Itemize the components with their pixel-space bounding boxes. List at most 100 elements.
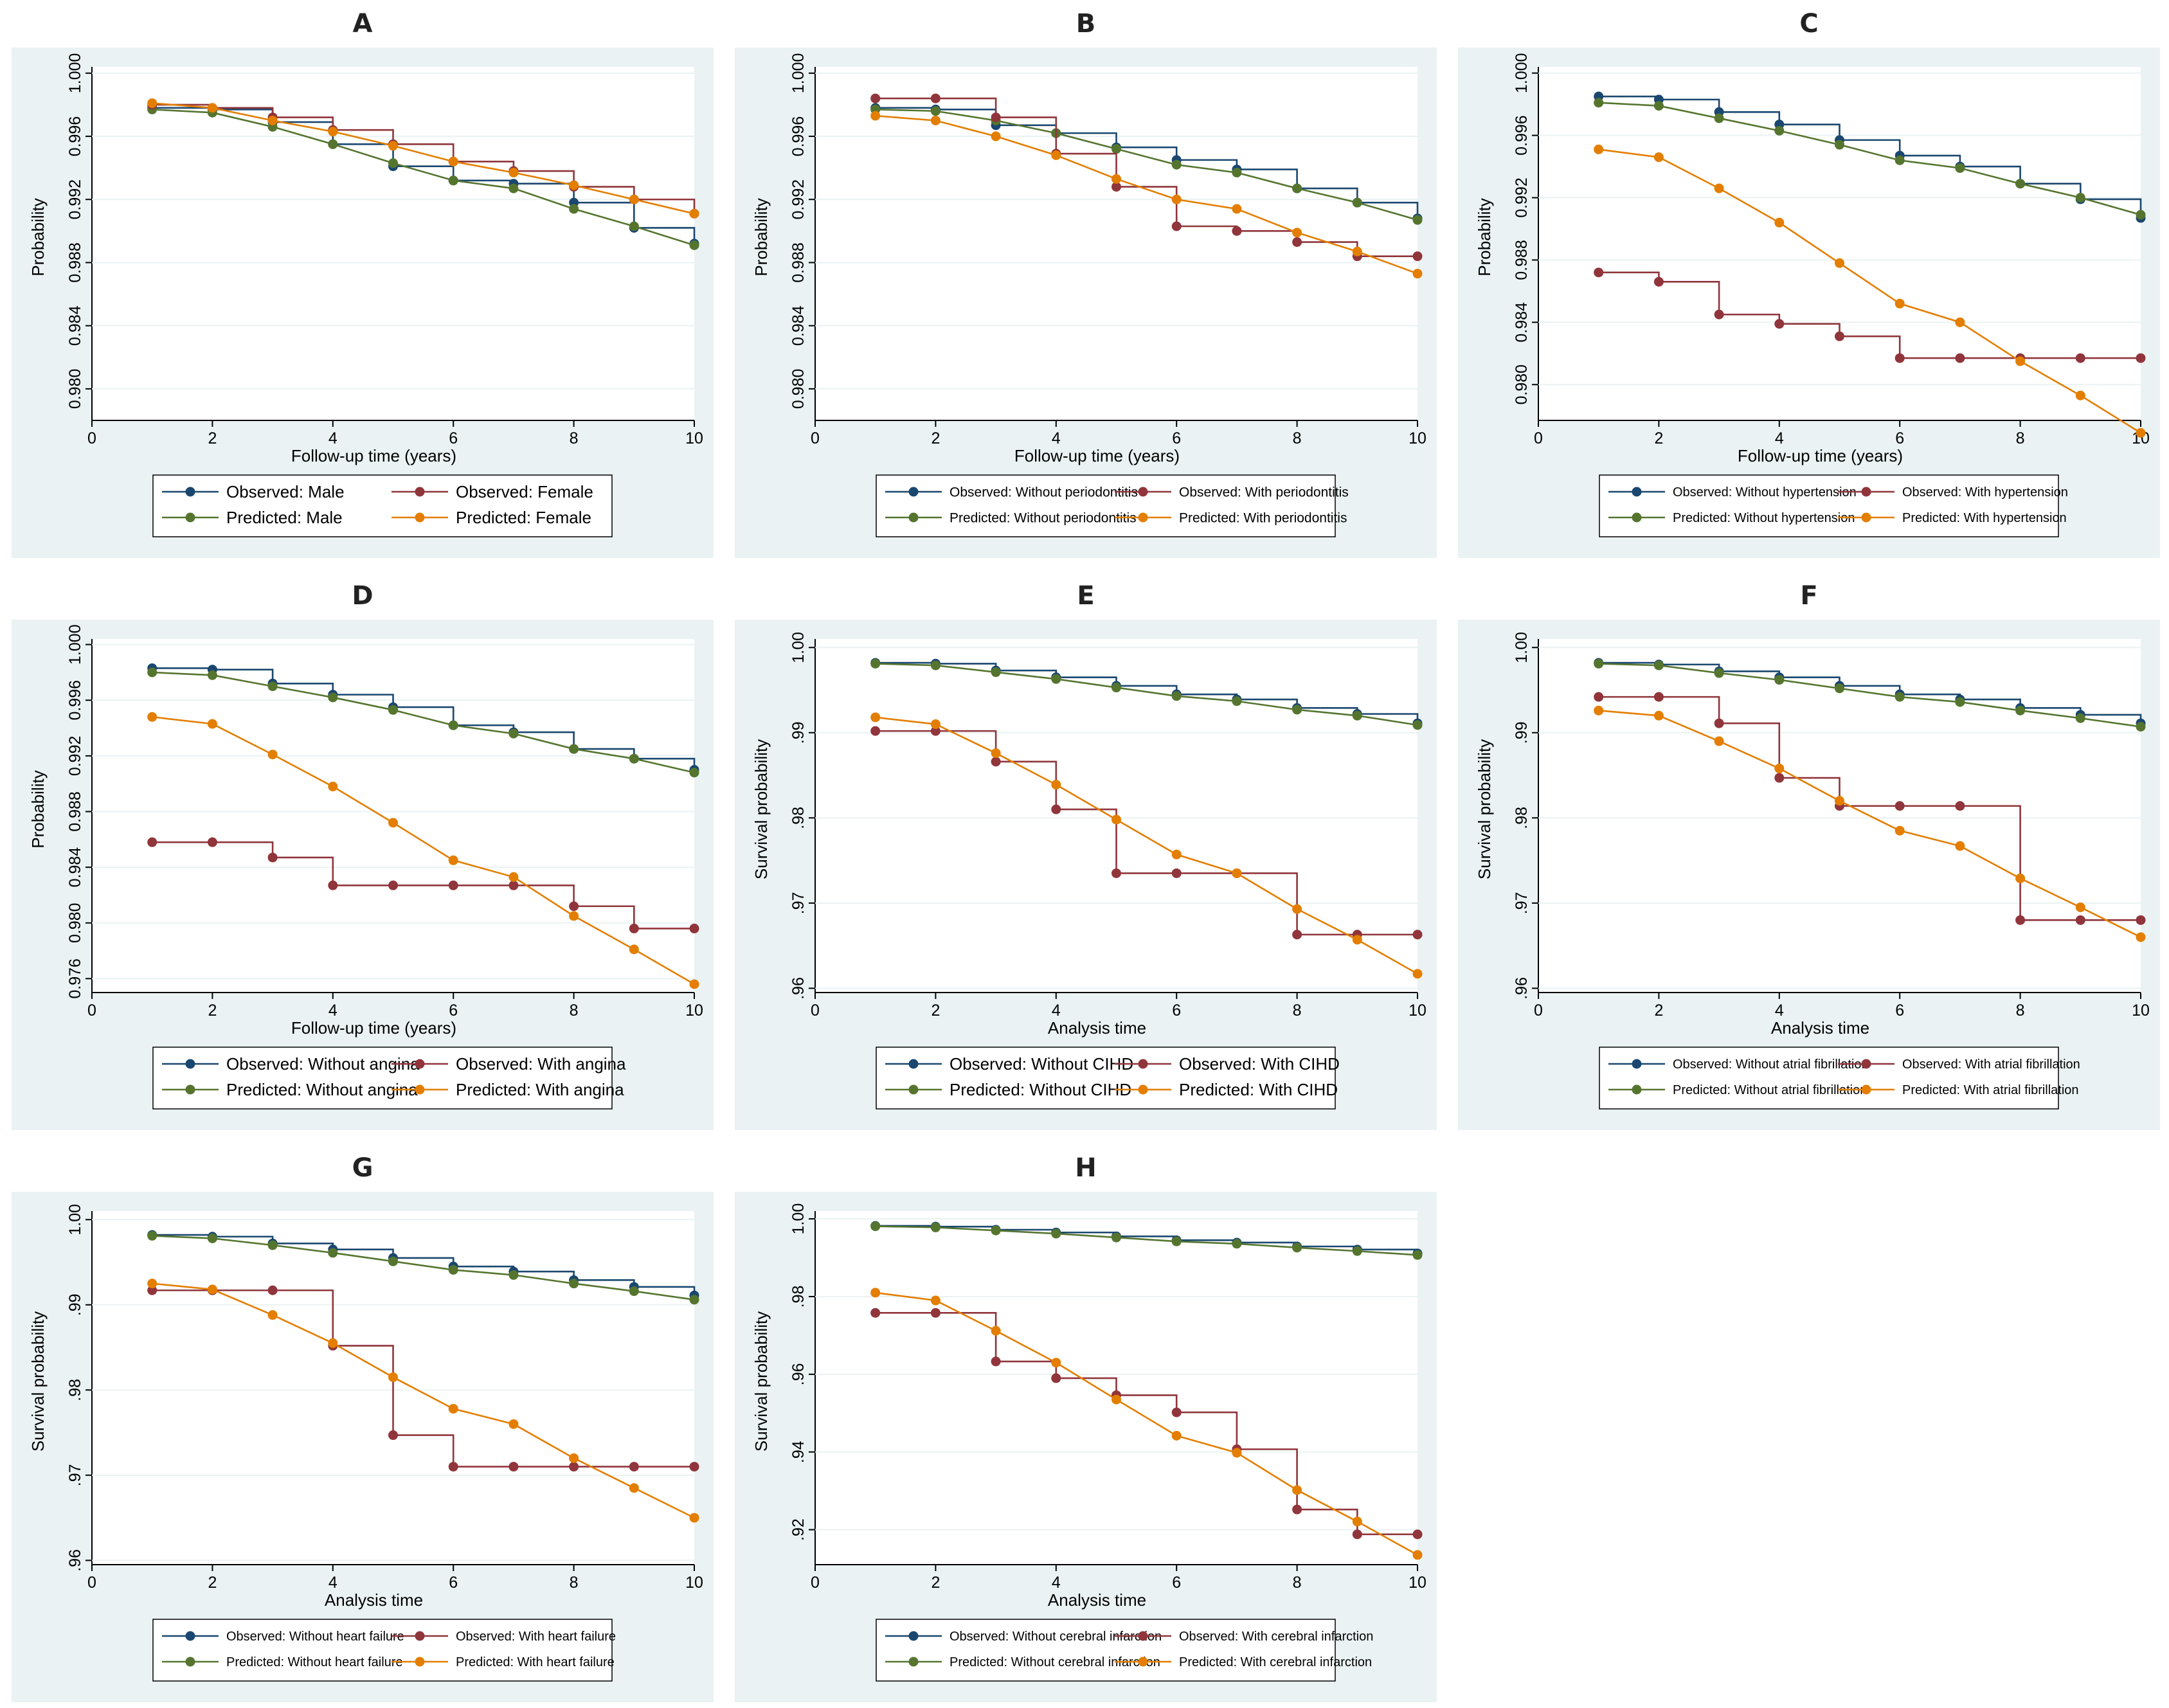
y-tick-label: 0.988 (789, 242, 807, 283)
data-point (1112, 144, 1121, 154)
x-tick-label: 8 (570, 429, 579, 447)
data-point (1051, 1358, 1061, 1368)
data-point (1232, 1448, 1242, 1458)
legend-marker (185, 1657, 195, 1667)
y-tick-label: 0.996 (66, 680, 84, 721)
data-point (1171, 194, 1182, 204)
series-line (1598, 271, 2141, 359)
data-point (930, 1295, 941, 1306)
data-point (1051, 674, 1061, 684)
legend-marker (185, 512, 195, 523)
x-tick-label: 8 (2016, 1002, 2025, 1020)
legend-marker (415, 512, 425, 523)
data-point (1412, 969, 1423, 979)
series-line (875, 97, 1418, 257)
data-point (207, 719, 217, 729)
data-point (870, 111, 881, 121)
data-point (1412, 1529, 1423, 1540)
data-point (1112, 683, 1121, 693)
y-tick-label: .99 (789, 721, 807, 744)
legend-label: Observed: With atrial fibrillation (1902, 1057, 2080, 1072)
data-point (388, 158, 398, 168)
legend-label: Predicted: With hypertension (1902, 511, 2067, 525)
x-tick-label: 6 (1172, 1002, 1181, 1020)
data-point (147, 837, 158, 847)
data-point (1412, 251, 1423, 262)
chart-panel-h: H .92 .94 .96 .98 1.00 0 2 4 6 8 10 Analysis time Sur… (735, 1144, 1437, 1702)
y-tick-label: 0.984 (66, 847, 84, 888)
data-point (930, 660, 941, 670)
legend-label: Predicted: Without angina (226, 1080, 418, 1099)
legend-label: Observed: With angina (456, 1054, 626, 1074)
data-point (629, 221, 639, 231)
chart-svg: .92 .94 .96 .98 1.00 0 2 4 6 8 10 Analysis time Surv… (735, 1192, 1437, 1702)
series-line (152, 841, 694, 930)
data-point (569, 1453, 579, 1463)
x-tick-label: 2 (208, 429, 217, 447)
x-tick-label: 0 (87, 429, 96, 447)
data-point (1835, 683, 1844, 694)
data-point (1412, 930, 1423, 940)
data-point (328, 692, 338, 703)
data-point (1594, 267, 1604, 278)
legend-marker (1138, 487, 1148, 497)
legend-marker (415, 1059, 425, 1069)
data-point (509, 168, 519, 178)
data-point (1594, 98, 1604, 108)
data-point (1594, 705, 1604, 715)
data-point (1653, 276, 1664, 287)
x-tick-label: 2 (931, 1002, 940, 1020)
data-point (1895, 155, 1905, 165)
data-point (1714, 736, 1724, 746)
series-line (875, 108, 1418, 221)
data-point (448, 175, 458, 186)
series-line (152, 103, 696, 214)
legend-marker (415, 487, 425, 497)
chart-panel-a: A 0.980 0.984 0.988 0.992 0.996 1.000 0 2 4 6 8 10 Fo… (12, 0, 714, 558)
data-point (2015, 179, 2026, 189)
x-tick-label: 0 (811, 1002, 820, 1020)
data-point (1352, 246, 1362, 256)
data-point (991, 1356, 1001, 1367)
legend-label: Predicted: With cerebral infarction (1179, 1655, 1372, 1669)
x-tick-label: 8 (1293, 1574, 1302, 1592)
data-point (509, 1270, 519, 1280)
data-point (388, 141, 398, 151)
data-point (930, 1308, 941, 1318)
y-tick-label: 0.988 (66, 242, 84, 283)
legend-box (1599, 474, 2059, 537)
x-axis-title: Analysis time (1048, 1590, 1146, 1610)
legend-box (876, 1047, 1336, 1110)
data-point (1955, 801, 1965, 811)
data-point (328, 139, 338, 149)
data-point (1774, 675, 1785, 685)
data-point (1895, 801, 1905, 811)
data-point (147, 667, 158, 678)
x-tick-label: 10 (2132, 1002, 2150, 1020)
data-point (267, 1285, 278, 1295)
data-point (448, 1264, 458, 1275)
y-tick-label: 0.980 (66, 369, 84, 409)
legend-label: Observed: Without CIHD (950, 1054, 1133, 1074)
chart-panel-f: F .96 .97 .98 .99 1.00 0 2 4 6 8 10 Analysis time Sur… (1458, 572, 2160, 1130)
series-line (152, 671, 695, 774)
data-point (388, 818, 398, 828)
legend-marker (415, 1631, 425, 1641)
data-point (207, 1284, 217, 1295)
data-point (629, 1286, 639, 1297)
legend-marker (1138, 1657, 1148, 1667)
data-point (1352, 710, 1362, 721)
data-point (1292, 705, 1302, 715)
series-line (152, 1235, 695, 1301)
x-tick-label: 6 (1895, 1002, 1904, 1020)
data-point (1112, 174, 1121, 184)
series-line (875, 1291, 1418, 1556)
data-point (689, 208, 699, 219)
series-line (1598, 95, 2142, 219)
x-tick-label: 2 (1654, 1002, 1663, 1020)
data-point (930, 106, 941, 116)
legend-marker (185, 487, 195, 497)
data-point (1412, 215, 1423, 225)
